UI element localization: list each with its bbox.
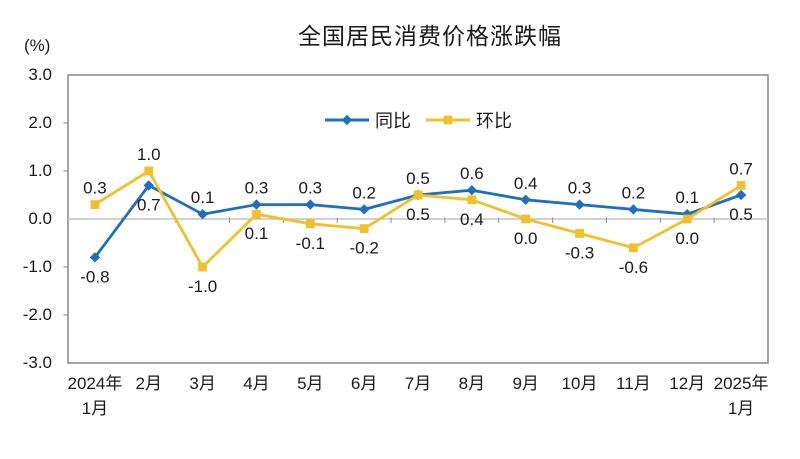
x-axis-label-line: 1月 (81, 399, 109, 418)
x-axis-label-line: 11月 (616, 374, 651, 393)
series-0-data-label: 0.1 (675, 188, 699, 207)
x-axis-label-line: 1月 (727, 399, 755, 418)
legend-item-1: 环比 (425, 107, 512, 133)
series-0-diamond-marker (735, 189, 747, 201)
series-0-diamond-marker (358, 204, 370, 215)
x-axis-label: 2月 (104, 371, 194, 396)
series-0-diamond-marker (305, 199, 316, 210)
series-1-square-marker (252, 209, 261, 219)
legend: 同比 环比 (68, 107, 768, 133)
series-0-diamond-marker (197, 209, 208, 220)
series-1-square-marker (144, 166, 154, 176)
series-1-square-marker (628, 243, 638, 253)
series-1-data-label: 0.0 (514, 229, 538, 248)
x-axis-label-line: 3月 (189, 374, 216, 393)
series-0-diamond-marker (143, 180, 154, 191)
x-axis-label: 6月 (319, 371, 409, 396)
series-0-data-label: 0.4 (514, 174, 538, 193)
series-1-square-marker (359, 224, 369, 233)
y-axis-tick-label: -2.0 (22, 305, 52, 324)
series-1-square-marker (682, 214, 692, 224)
series-1-data-label: 0.4 (460, 210, 484, 229)
series-0-diamond-marker (89, 252, 101, 263)
series-1-data-label: 0.7 (729, 159, 753, 178)
x-axis-label: 11月 (588, 371, 678, 396)
legend-diamond-swatch-icon (325, 114, 369, 126)
series-0-diamond-marker (682, 209, 693, 220)
x-axis-label-line: 2025年 (713, 374, 769, 393)
series-0-data-label: 0.3 (298, 179, 322, 198)
series-1-data-label: 0.3 (83, 179, 107, 198)
series-0-data-label: 0.7 (137, 195, 161, 214)
y-axis-tick-label: -1.0 (22, 257, 52, 276)
series-1-square-marker (413, 190, 423, 200)
chart-title: 全国居民消费价格涨跌幅 (298, 23, 562, 49)
x-axis-label-line: 7月 (404, 374, 432, 393)
series-1-square-marker (305, 219, 315, 229)
x-axis-label-line: 2024年 (67, 374, 123, 393)
series-1-data-label: 0.0 (675, 229, 699, 248)
series-0-data-label: 0.3 (245, 179, 269, 198)
y-axis-tick-label: 2.0 (28, 113, 52, 132)
x-axis-label-line: 10月 (561, 374, 598, 393)
legend-label: 环比 (476, 111, 512, 131)
x-axis-label: 2024年 1月 (50, 371, 140, 421)
x-axis-label: 10月 (535, 371, 625, 396)
series-1-data-label: -0.1 (296, 234, 325, 253)
series-0-data-label: 0.5 (406, 169, 430, 188)
y-axis-tick-label: 1.0 (28, 161, 52, 180)
y-axis-tick-label: 3.0 (28, 65, 52, 84)
legend-square-swatch-icon (426, 115, 470, 125)
series-1-data-label: 0.1 (245, 224, 269, 243)
x-axis-label-line: 2月 (135, 374, 162, 393)
series-1-square-marker (575, 229, 584, 238)
x-axis-label-line: 8月 (458, 374, 486, 393)
series-1-data-label: -0.2 (350, 239, 379, 258)
series-1-square-marker (90, 200, 100, 209)
y-axis-tick-label: -3.0 (22, 353, 52, 372)
series-0-diamond-marker (628, 204, 639, 215)
series-1-data-label: -1.0 (188, 277, 217, 296)
x-axis-label: 8月 (427, 371, 517, 396)
legend-item-0: 同比 (324, 107, 411, 133)
x-axis-label: 12月 (642, 371, 732, 396)
series-1-square-marker (467, 195, 477, 205)
x-axis-label: 4月 (211, 371, 301, 396)
series-0-diamond-marker (251, 199, 262, 210)
x-axis-label-line: 5月 (297, 374, 324, 393)
x-axis-label: 2025年 1月 (696, 371, 786, 421)
series-0-data-label: 0.6 (460, 164, 484, 183)
x-axis-label-line: 6月 (350, 374, 378, 393)
series-0-data-label: 0.3 (568, 179, 592, 198)
x-axis-label: 3月 (158, 371, 248, 396)
series-1-square-marker (198, 262, 208, 272)
x-axis-label-line: 9月 (512, 374, 539, 393)
series-0-diamond-marker (574, 199, 585, 210)
y-axis-tick-label: 0.0 (28, 209, 52, 228)
series-1-data-label: 1.0 (137, 145, 161, 164)
x-axis-label: 7月 (373, 371, 463, 396)
series-0-data-label: 0.5 (729, 205, 753, 224)
series-1-data-label: -0.3 (565, 243, 594, 262)
x-axis-label: 5月 (265, 371, 355, 396)
series-1-square-marker (521, 214, 531, 224)
series-1-square-marker (736, 181, 746, 190)
y-axis-unit-label: (%) (24, 36, 51, 55)
series-0-diamond-marker (520, 194, 531, 205)
x-axis-label: 9月 (481, 371, 571, 396)
legend-label: 同比 (375, 111, 411, 131)
series-0-data-label: 0.1 (191, 188, 215, 207)
x-axis-label-line: 4月 (243, 374, 270, 393)
series-0-data-label: 0.2 (622, 183, 646, 202)
series-0-data-label: 0.2 (352, 183, 376, 202)
series-1-data-label: 0.5 (406, 205, 430, 224)
series-1-data-label: -0.6 (619, 258, 648, 277)
x-axis-label-line: 12月 (669, 374, 706, 393)
series-0-diamond-marker (466, 185, 478, 196)
series-0-data-label: -0.8 (80, 267, 109, 286)
